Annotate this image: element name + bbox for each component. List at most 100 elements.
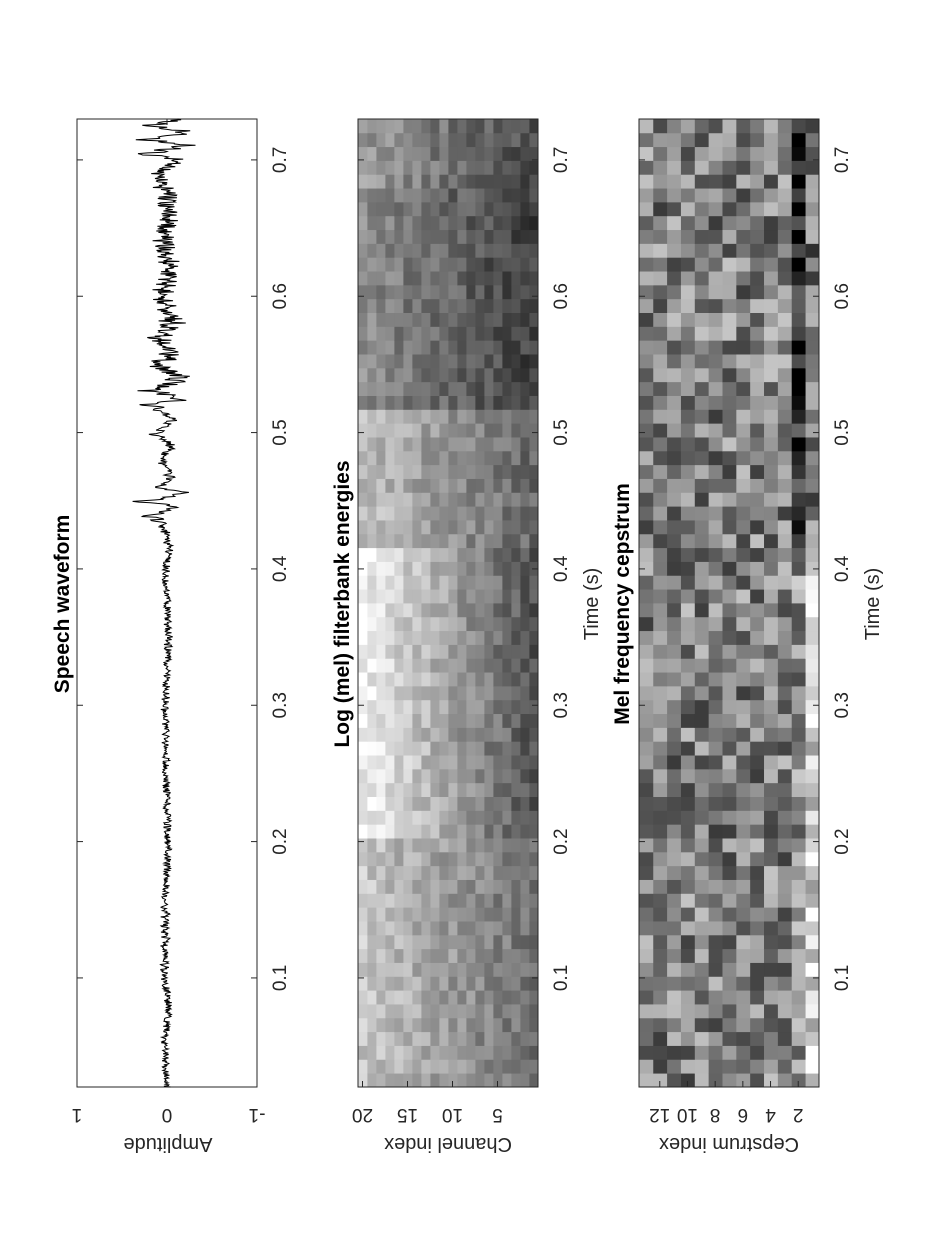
filterbank-cell bbox=[466, 1045, 476, 1060]
filterbank-cell bbox=[376, 478, 386, 493]
cepstrum-cell bbox=[639, 450, 654, 466]
cepstrum-cell bbox=[791, 284, 806, 300]
filterbank-cell bbox=[358, 782, 368, 797]
filterbank-cell bbox=[430, 575, 440, 590]
cepstrum-cell bbox=[722, 354, 737, 369]
filterbank-panel: Log (mel) filterbank energies 0.10.20.30… bbox=[331, 118, 603, 1155]
cepstrum-cell bbox=[722, 188, 737, 203]
filterbank-cell bbox=[484, 520, 494, 535]
filterbank-cell bbox=[394, 132, 404, 148]
filterbank-cell bbox=[430, 354, 440, 369]
filterbank-cell bbox=[475, 520, 485, 535]
filterbank-cell bbox=[412, 395, 422, 410]
cepstrum-cell bbox=[735, 506, 751, 521]
cepstrum-cell bbox=[722, 824, 737, 839]
cepstrum-cell bbox=[805, 160, 820, 175]
cepstrum-cell bbox=[639, 119, 654, 134]
filterbank-cell bbox=[385, 1031, 395, 1046]
cepstrum-cell bbox=[722, 1073, 737, 1088]
cepstrum-cell bbox=[805, 589, 820, 604]
filterbank-cell bbox=[394, 851, 404, 867]
filterbank-cell bbox=[475, 851, 485, 867]
filterbank-cell bbox=[385, 644, 395, 659]
filterbank-cell bbox=[448, 271, 458, 286]
cepstrum-cell bbox=[694, 782, 709, 797]
filterbank-cell bbox=[484, 865, 494, 880]
filterbank-cell bbox=[385, 229, 395, 244]
filterbank-cell bbox=[385, 243, 395, 258]
filterbank-cell bbox=[394, 727, 404, 742]
filterbank-cell bbox=[403, 907, 413, 922]
cepstrum-cell bbox=[666, 243, 681, 258]
filterbank-cell bbox=[385, 188, 395, 203]
cepstrum-cell bbox=[777, 547, 792, 562]
filterbank-cell bbox=[448, 243, 458, 258]
cepstrum-cell bbox=[666, 257, 681, 272]
filterbank-cell bbox=[466, 492, 476, 507]
cepstrum-cell bbox=[722, 603, 737, 618]
filterbank-cell bbox=[466, 741, 476, 756]
cepstrum-cell bbox=[694, 699, 709, 715]
cepstrum-title: Mel frequency cepstrum bbox=[611, 483, 634, 725]
filterbank-cell bbox=[493, 630, 503, 645]
filterbank-cell bbox=[511, 284, 521, 300]
cepstrum-cell bbox=[708, 174, 723, 189]
filterbank-cell bbox=[403, 533, 413, 549]
cepstrum-cell bbox=[694, 796, 709, 811]
filterbank-cell bbox=[358, 160, 368, 175]
filterbank-cell bbox=[502, 506, 512, 521]
cepstrum-cell bbox=[666, 174, 681, 189]
filterbank-cell bbox=[457, 796, 467, 811]
filterbank-cell bbox=[448, 298, 458, 313]
cepstrum-cell bbox=[805, 699, 820, 715]
cepstrum-cell bbox=[735, 893, 751, 908]
filterbank-cell bbox=[457, 1073, 467, 1088]
cepstrum-cell bbox=[680, 575, 695, 590]
filterbank-cell bbox=[421, 962, 431, 977]
filterbank-cell bbox=[412, 1073, 422, 1088]
filterbank-cell bbox=[403, 423, 413, 438]
filterbank-cell bbox=[520, 879, 530, 894]
filterbank-cell bbox=[421, 907, 431, 922]
filterbank-cell bbox=[493, 437, 503, 452]
cepstrum-cell bbox=[735, 630, 751, 645]
cepstrum-cell bbox=[652, 188, 668, 203]
filterbank-cell bbox=[412, 381, 422, 396]
filterbank-cell bbox=[412, 450, 422, 466]
filterbank-cell bbox=[520, 188, 530, 203]
cepstrum-cell bbox=[805, 395, 820, 410]
filterbank-cell bbox=[529, 672, 539, 687]
cepstrum-cell bbox=[708, 727, 723, 742]
cepstrum-cell bbox=[791, 243, 806, 258]
cepstrum-cell bbox=[694, 1031, 709, 1046]
cepstrum-cell bbox=[666, 768, 681, 784]
cepstrum-cell bbox=[652, 1045, 668, 1060]
cepstrum-cell bbox=[749, 824, 765, 839]
filterbank-cell bbox=[403, 630, 413, 645]
filterbank-cell bbox=[466, 312, 476, 327]
cepstrum-cell bbox=[763, 119, 778, 134]
filterbank-cell bbox=[385, 976, 395, 991]
filterbank-cell bbox=[439, 644, 449, 659]
cepstrum-cell bbox=[639, 257, 654, 272]
filterbank-cell bbox=[412, 1004, 422, 1019]
filterbank-cell bbox=[376, 755, 386, 770]
cepstrum-cell bbox=[735, 782, 751, 797]
filterbank-cell bbox=[358, 934, 368, 950]
cepstrum-cell bbox=[694, 354, 709, 369]
cepstrum-cell bbox=[680, 603, 695, 618]
filterbank-cell bbox=[376, 644, 386, 659]
cepstrum-cell bbox=[680, 810, 695, 825]
cepstrum-cell bbox=[749, 132, 765, 148]
filterbank-cell bbox=[520, 630, 530, 645]
cepstrum-cell bbox=[694, 1004, 709, 1019]
cepstrum-cell bbox=[639, 340, 654, 355]
cepstrum-cell bbox=[722, 1017, 737, 1033]
cepstrum-cell bbox=[666, 879, 681, 894]
filterbank-cell bbox=[412, 796, 422, 811]
filterbank-cell bbox=[421, 948, 431, 963]
cepstrum-cell bbox=[749, 284, 765, 300]
cepstrum-cell bbox=[777, 1059, 792, 1074]
cepstrum-cell bbox=[791, 699, 806, 715]
cepstrum-cell bbox=[666, 575, 681, 590]
